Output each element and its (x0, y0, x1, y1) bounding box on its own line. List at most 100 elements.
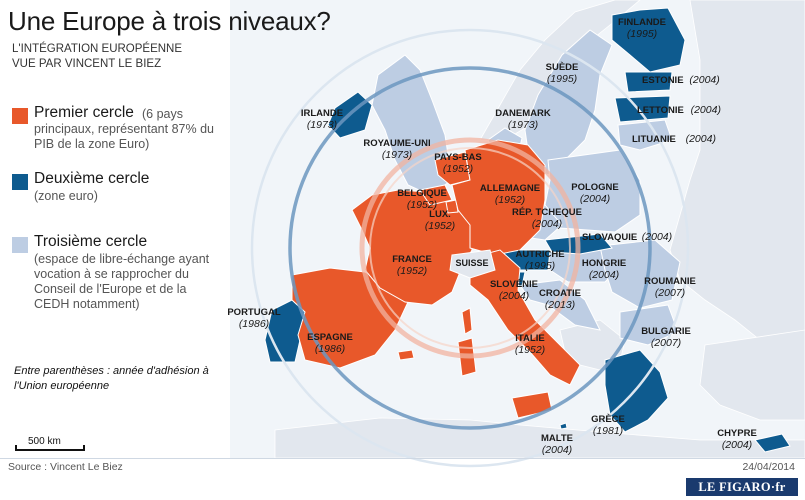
country-label-irlande: IRLANDE (301, 108, 343, 119)
latvia-shape (614, 95, 671, 123)
legend-swatch-second (12, 174, 28, 190)
turkey-land (699, 329, 805, 421)
country-year-irlande: (1973) (307, 119, 337, 131)
country-label-espagne: ESPAGNE (307, 332, 353, 343)
legend-item-second-circle: Deuxième cercle (zone euro) (12, 170, 217, 204)
third-circle-ring (250, 28, 690, 468)
legend-title-first: Premier cercle (34, 104, 224, 122)
country-year-royaume-uni: (1973) (382, 149, 412, 161)
switzerland-shape (449, 249, 496, 279)
legend-item-third-circle: Troisième cercle (espace de libre-échang… (12, 233, 217, 333)
footer-rule (0, 458, 805, 459)
country-year-suède: (1995) (547, 73, 577, 85)
country-label-slovénie: SLOVÉNIE (490, 279, 538, 290)
brand-logo: LE FIGARO·fr (686, 478, 798, 496)
country-label-croatie: CROATIE (539, 288, 581, 299)
country-year-finlande: (1995) (627, 28, 657, 40)
country-year-roumanie: (2007) (655, 287, 685, 299)
country-label-autriche: AUTRICHE (515, 249, 564, 260)
first-circle-ring-inner (369, 147, 571, 349)
country-year-allemagne: (1952) (495, 194, 525, 206)
note: Entre parenthèses : année d'adhésion à l… (14, 365, 209, 392)
country-year-rép-tcheque: (2004) (532, 218, 562, 230)
country-year-danemark: (1973) (508, 119, 538, 131)
country-year-lux: (1952) (425, 220, 455, 232)
subtitle: L'INTÉGRATION EUROPÉENNE VUE PAR VINCENT… (12, 42, 212, 72)
country-year-estonie: (2004) (689, 74, 719, 86)
country-label-france: FRANCE (392, 254, 432, 265)
scale-label: 500 km (28, 436, 61, 447)
germany-shape (451, 139, 546, 256)
first-circle-countries (291, 139, 581, 419)
country-label-pologne: POLOGNE (571, 182, 619, 193)
country-label-hongrie: HONGRIE (582, 258, 626, 269)
country-label-bulgarie: BULGARIE (641, 326, 691, 337)
bulgaria-shape (619, 304, 679, 346)
country-year-slovaquie: (2004) (642, 231, 672, 243)
romania-shape (599, 239, 681, 309)
legend-swatch-first (12, 108, 28, 124)
subtitle-line-1: L'INTÉGRATION EUROPÉENNE (12, 43, 183, 55)
country-year-lituanie: (2004) (686, 133, 716, 145)
first-circle-ring (359, 137, 581, 359)
country-label-belgique: BELGIQUE (397, 188, 447, 199)
legend-desc-second: (zone euro) (34, 189, 98, 203)
country-label-allemagne: ALLEMAGNE (480, 183, 540, 194)
legend-title-third: Troisième cercle (34, 233, 148, 250)
country-year-autriche: (1995) (525, 260, 555, 272)
country-year-pays-bas: (1952) (443, 163, 473, 175)
country-year-pologne: (2004) (580, 193, 610, 205)
cyprus-shape (754, 433, 791, 453)
finland-shape (611, 7, 686, 73)
country-year-bulgarie: (2007) (651, 337, 681, 349)
country-label-pays-bas: PAYS-BAS (434, 152, 482, 163)
greece-shape (604, 349, 669, 433)
country-label-suisse: SUISSE (455, 258, 488, 268)
legend-title-first-text: Premier cercle (34, 104, 134, 121)
country-label-lettonie: LETTONIE (637, 105, 684, 116)
country-label-danemark: DANEMARK (495, 108, 551, 119)
country-label-chypre: CHYPRE (717, 428, 757, 439)
page-title: Une Europe à trois niveaux? (8, 6, 331, 36)
country-year-italie: (1952) (515, 344, 545, 356)
belgium-shape (419, 184, 453, 206)
malta-shape (559, 422, 568, 430)
date: 24/04/2014 (742, 461, 795, 473)
country-year-croatie: (2013) (545, 299, 575, 311)
legend-desc-third: (espace de libre-échange ayant vocation … (34, 252, 210, 311)
country-year-grèce: (1981) (593, 425, 623, 437)
legend-swatch-third (12, 237, 28, 253)
source: Source : Vincent Le Biez (8, 461, 123, 473)
luxembourg-shape (445, 199, 459, 214)
country-label-estonie: ESTONIE (642, 75, 684, 86)
country-year-lettonie: (2004) (691, 104, 721, 116)
france-shape (351, 189, 473, 306)
country-label-roumanie: ROUMANIE (644, 276, 696, 287)
legend-item-first-circle: Premier cercle (6 pays principaux, repré… (12, 104, 217, 156)
country-year-chypre: (2004) (722, 439, 752, 451)
second-circle-ring (288, 66, 652, 430)
country-year-portugal: (1986) (239, 318, 269, 330)
country-year-malte: (2004) (542, 444, 572, 456)
country-label-royaume-uni: ROYAUME-UNI (363, 138, 430, 149)
country-label-portugal: PORTUGAL (227, 307, 281, 318)
country-year-hongrie: (2004) (589, 269, 619, 281)
estonia-shape (624, 71, 673, 93)
scale-bar (15, 445, 85, 451)
country-label-italie: ITALIE (515, 333, 544, 344)
country-label-suède: SUÈDE (546, 62, 579, 73)
country-label-lux: LUX. (429, 209, 451, 220)
lithuania-shape (617, 119, 673, 151)
country-year-belgique: (1952) (407, 199, 437, 211)
country-year-slovénie: (2004) (499, 290, 529, 302)
country-label-rép-tcheque: RÉP. TCHEQUE (512, 207, 582, 218)
country-label-lituanie: LITUANIE (632, 134, 676, 145)
subtitle-line-2: VUE PAR VINCENT LE BIEZ (12, 58, 162, 70)
balearics-shape (397, 349, 415, 361)
italy-shape (469, 249, 581, 386)
country-year-espagne: (1986) (315, 343, 345, 355)
non-member-land (274, 0, 805, 459)
legend-title-second: Deuxième cercle (34, 170, 150, 187)
country-year-france: (1952) (397, 265, 427, 277)
